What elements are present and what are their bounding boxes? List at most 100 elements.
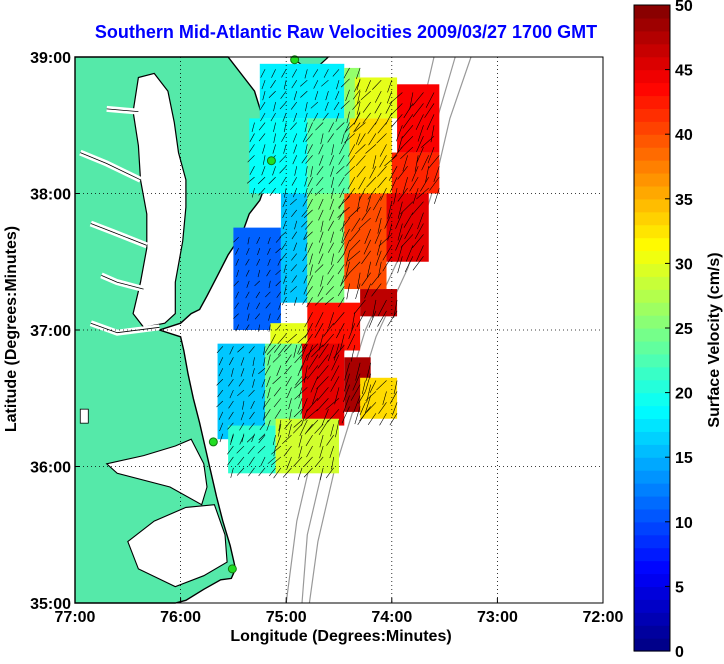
velocity-vector <box>412 92 424 106</box>
velocity-vector <box>295 376 303 386</box>
velocity-vector <box>358 217 371 230</box>
velocity-vector <box>353 122 361 133</box>
velocity-vector <box>379 155 387 168</box>
colorbar-tick-label: 35 <box>675 192 693 209</box>
velocity-vector <box>297 365 303 376</box>
velocity-vector <box>291 69 298 78</box>
velocity-vector <box>314 91 319 101</box>
velocity-vector <box>343 384 350 403</box>
velocity-vector <box>256 237 261 244</box>
velocity-vector <box>264 343 271 354</box>
velocity-vector <box>366 261 371 278</box>
x-tick-label: 73:00 <box>477 609 518 626</box>
velocity-vector <box>285 376 292 387</box>
velocity-vector <box>293 456 303 467</box>
velocity-cell <box>307 193 345 303</box>
velocity-vector <box>354 80 361 92</box>
velocity-vector <box>371 272 382 286</box>
velocity-vector <box>434 187 440 204</box>
velocity-vector <box>316 166 324 176</box>
velocity-vector <box>377 299 387 317</box>
velocity-vector <box>352 373 361 391</box>
velocity-vector <box>358 176 366 190</box>
velocity-vector <box>282 209 287 219</box>
velocity-vector <box>235 324 239 332</box>
velocity-vector <box>360 90 371 101</box>
velocity-vector <box>343 67 350 79</box>
colorbar-step <box>634 250 670 264</box>
velocity-vector <box>347 333 356 350</box>
colorbar-step <box>634 495 670 510</box>
colorbar-step <box>634 56 670 71</box>
velocity-vector <box>306 198 313 210</box>
velocity-vector <box>377 122 387 134</box>
velocity-vector <box>338 176 345 187</box>
velocity-vector <box>289 409 292 421</box>
velocity-vector <box>303 365 308 383</box>
velocity-vector <box>377 176 387 188</box>
velocity-vector <box>330 231 335 243</box>
velocity-vector <box>294 387 308 400</box>
x-tick-label: 77:00 <box>55 609 96 626</box>
colorbar-step <box>634 185 670 200</box>
velocity-vector <box>390 103 403 116</box>
velocity-vector <box>304 242 308 252</box>
velocity-cell <box>280 193 308 303</box>
velocity-vector <box>277 344 287 356</box>
velocity-vector <box>327 344 335 362</box>
velocity-vector <box>404 223 414 240</box>
velocity-vector <box>218 368 224 377</box>
velocity-vector <box>400 146 414 160</box>
velocity-vector <box>236 467 245 476</box>
velocity-vector <box>351 217 361 232</box>
velocity-vector <box>251 368 255 377</box>
velocity-vector <box>340 272 350 286</box>
velocity-vector <box>345 261 350 278</box>
velocity-vector <box>387 80 393 93</box>
velocity-cell <box>259 63 345 119</box>
velocity-vector <box>310 166 313 177</box>
colorbar-step <box>634 108 670 122</box>
velocity-vector <box>250 400 255 410</box>
velocity-vector <box>397 256 403 274</box>
velocity-vector <box>297 333 308 344</box>
station-marker <box>227 564 237 574</box>
velocity-vector <box>237 346 245 353</box>
velocity-vector <box>280 176 287 186</box>
velocity-vector <box>309 253 313 265</box>
velocity-vector <box>229 389 234 399</box>
velocity-vector <box>362 112 371 124</box>
velocity-vector <box>264 409 271 419</box>
velocity-vector <box>377 218 382 234</box>
velocity-vector <box>233 236 239 243</box>
velocity-vector <box>302 253 308 262</box>
velocity-vector <box>303 231 313 240</box>
velocity-vector <box>267 258 271 266</box>
velocity-vector <box>353 299 366 315</box>
velocity-cell <box>307 118 350 194</box>
colorbar-step <box>634 418 670 432</box>
velocity-vector <box>307 187 313 198</box>
velocity-vector <box>286 387 292 398</box>
velocity-vector <box>291 253 297 261</box>
velocity-vector <box>348 323 356 340</box>
velocity-vector <box>330 424 335 437</box>
velocity-vector <box>300 398 308 415</box>
velocity-vector <box>272 144 276 154</box>
velocity-vector <box>299 419 308 437</box>
velocity-vector <box>269 333 276 346</box>
velocity-vector <box>341 228 350 244</box>
velocity-vector <box>273 467 282 479</box>
velocity-vector <box>359 402 366 416</box>
velocity-vector <box>420 176 430 192</box>
velocity-vector <box>339 187 345 199</box>
velocity-vector <box>249 166 255 175</box>
velocity-vector <box>237 389 245 397</box>
velocity-vector <box>259 422 266 431</box>
velocity-vector <box>387 223 393 241</box>
velocity-vector <box>343 373 350 392</box>
velocity-vector <box>272 354 282 363</box>
velocity-vector <box>361 272 371 287</box>
velocity-vector <box>303 231 308 240</box>
velocity-vector <box>261 379 266 388</box>
